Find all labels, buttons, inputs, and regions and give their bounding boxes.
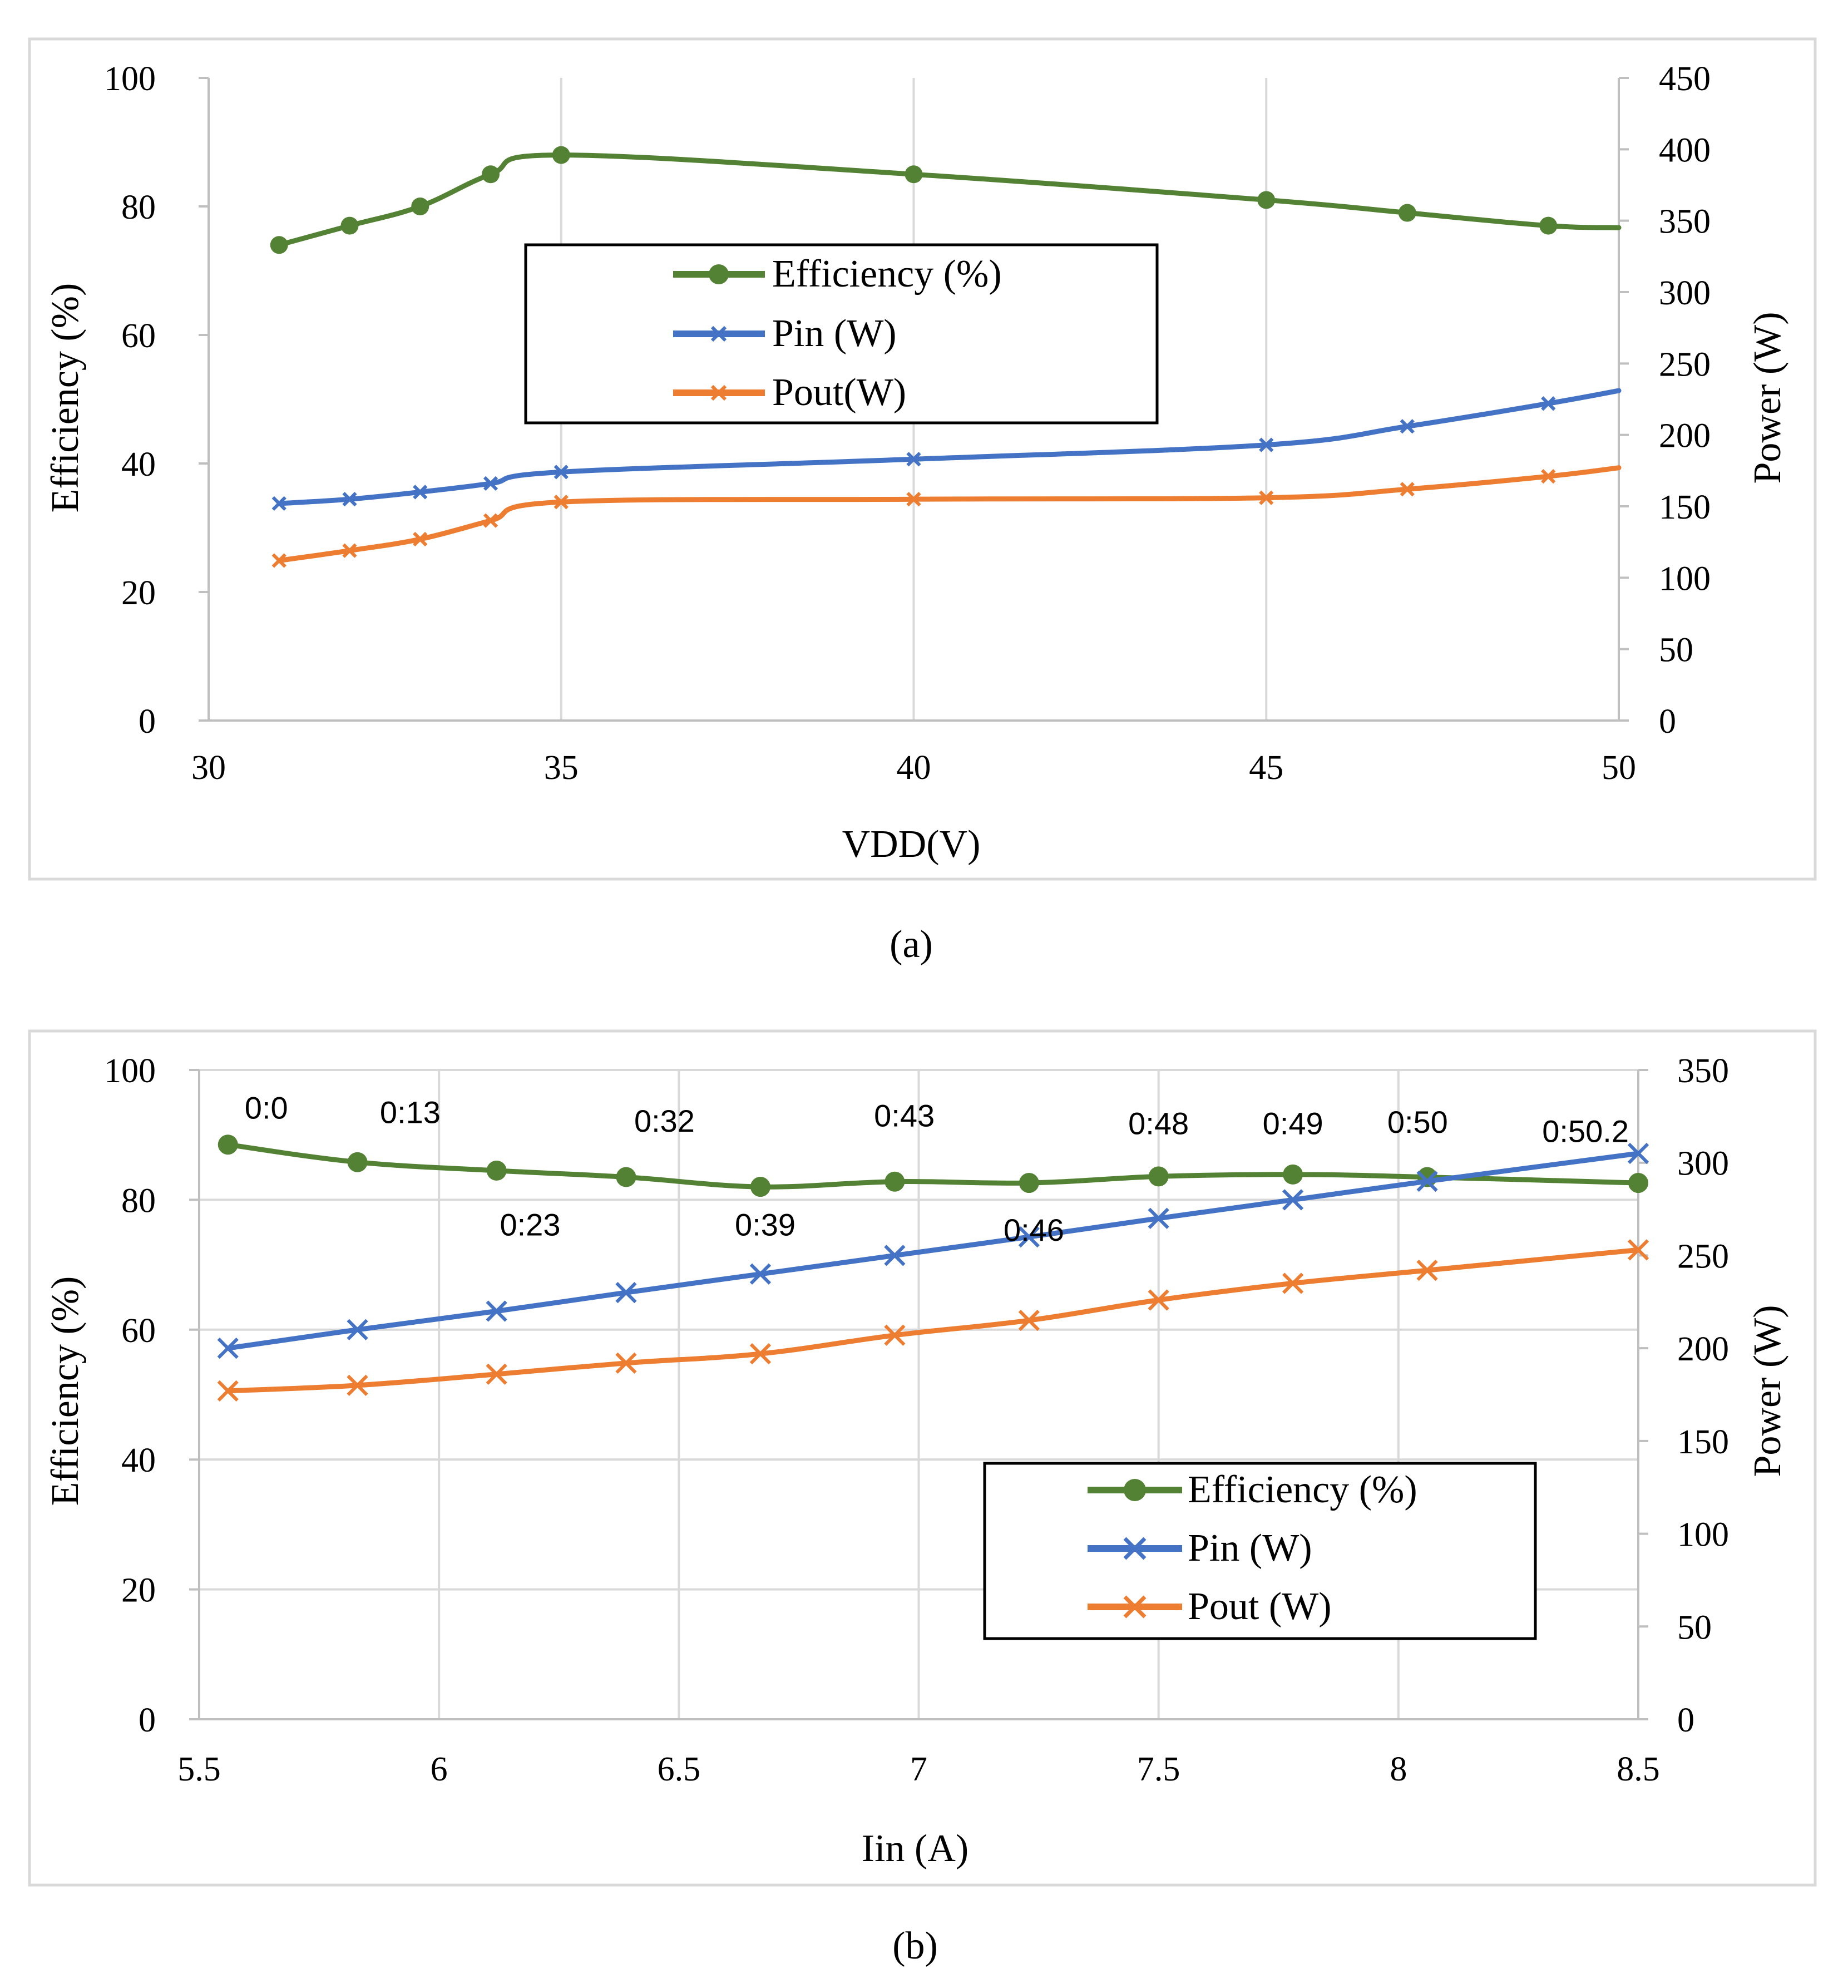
legend-b: Efficiency (%) Pin (W) Pout (W) bbox=[985, 1463, 1535, 1639]
data-label-b: 0:23 bbox=[500, 1207, 561, 1242]
legend-a: Efficiency (%) Pin (W) Pout(W) bbox=[526, 245, 1157, 423]
data-point-efficiency-a bbox=[552, 146, 570, 164]
data-point-efficiency-b bbox=[885, 1172, 905, 1192]
legend-marker-efficiency-b bbox=[1124, 1479, 1146, 1501]
y-right-tick-label-b: 0 bbox=[1677, 1701, 1694, 1739]
y-left-tick-label-a: 20 bbox=[121, 574, 156, 612]
y-right-tick-label-a: 400 bbox=[1659, 131, 1711, 169]
y-right-tick-label-a: 100 bbox=[1659, 560, 1711, 598]
y-left-tick-label-b: 60 bbox=[121, 1312, 156, 1350]
y-left-tick-label-a: 100 bbox=[104, 60, 156, 98]
data-point-efficiency-b bbox=[1019, 1173, 1039, 1193]
y-right-tick-label-a: 150 bbox=[1659, 489, 1711, 526]
y-right-tick-label-a: 0 bbox=[1659, 703, 1676, 741]
data-point-efficiency-b bbox=[750, 1177, 770, 1197]
y-left-tick-label-a: 60 bbox=[121, 317, 156, 355]
legend-label-efficiency-a: Efficiency (%) bbox=[772, 253, 1002, 295]
x-tick-label-a: 40 bbox=[897, 749, 931, 787]
x-tick-label-a: 50 bbox=[1602, 749, 1636, 787]
y-right-tick-label-b: 300 bbox=[1677, 1145, 1729, 1183]
data-point-efficiency-b bbox=[616, 1167, 636, 1187]
y-right-tick-label-b: 350 bbox=[1677, 1052, 1729, 1090]
legend-marker-efficiency-a bbox=[709, 264, 729, 284]
data-point-efficiency-a bbox=[341, 217, 359, 235]
y-right-tick-label-a: 350 bbox=[1659, 203, 1711, 241]
y-right-tick-label-a: 200 bbox=[1659, 417, 1711, 455]
legend-label-pout-b: Pout (W) bbox=[1188, 1585, 1332, 1628]
data-label-b: 0:50 bbox=[1387, 1104, 1448, 1139]
data-point-efficiency-a bbox=[905, 165, 923, 183]
y-right-tick-label-a: 300 bbox=[1659, 274, 1711, 312]
x-axis-title-b: Iin (A) bbox=[862, 1827, 969, 1870]
data-label-b: 0:0 bbox=[245, 1091, 288, 1126]
data-point-efficiency-b bbox=[487, 1161, 507, 1181]
data-label-b: 0:13 bbox=[380, 1095, 441, 1130]
data-point-efficiency-a bbox=[1539, 217, 1557, 235]
y-right-tick-label-a: 250 bbox=[1659, 346, 1711, 383]
caption-b: (b) bbox=[892, 1925, 938, 1967]
y-left-tick-label-b: 0 bbox=[139, 1701, 156, 1739]
legend-label-efficiency-b: Efficiency (%) bbox=[1188, 1468, 1417, 1511]
data-point-efficiency-b bbox=[1628, 1173, 1648, 1193]
x-tick-label-a: 35 bbox=[544, 749, 579, 787]
data-label-b: 0:32 bbox=[634, 1103, 695, 1138]
data-point-efficiency-b bbox=[1149, 1166, 1169, 1186]
y-left-tick-label-a: 0 bbox=[139, 703, 156, 741]
x-tick-label-b: 5.5 bbox=[177, 1750, 221, 1788]
data-point-efficiency-a bbox=[270, 236, 288, 254]
y-right-tick-label-b: 100 bbox=[1677, 1516, 1729, 1554]
x-tick-label-b: 6.5 bbox=[658, 1750, 701, 1788]
legend-label-pin-a: Pin (W) bbox=[772, 312, 897, 355]
legend-label-pin-b: Pin (W) bbox=[1188, 1527, 1312, 1570]
x-tick-label-b: 6 bbox=[431, 1750, 448, 1788]
x-tick-label-a: 30 bbox=[191, 749, 226, 787]
x-tick-label-b: 7 bbox=[910, 1750, 927, 1788]
y-left-tick-label-a: 40 bbox=[121, 446, 156, 484]
x-tick-label-b: 7.5 bbox=[1137, 1750, 1180, 1788]
y-axis-title-right-b: Power (W) bbox=[1746, 1305, 1789, 1477]
data-label-b: 0:46 bbox=[1004, 1212, 1064, 1247]
y-left-tick-label-b: 20 bbox=[121, 1572, 156, 1610]
legend-label-pout-a: Pout(W) bbox=[772, 371, 906, 414]
chart-panel-b: 0:0 0:13 0:23 0:32 0:39 0:43 0:46 0:48 0:49 0:50 0… bbox=[29, 1031, 1815, 1967]
data-point-efficiency-b bbox=[218, 1134, 238, 1155]
data-point-efficiency-a bbox=[1257, 191, 1275, 209]
data-point-efficiency-a bbox=[482, 165, 500, 183]
data-point-efficiency-a bbox=[1399, 204, 1416, 222]
y-left-tick-label-b: 80 bbox=[121, 1182, 156, 1220]
y-right-tick-label-b: 200 bbox=[1677, 1330, 1729, 1368]
data-label-b: 0:43 bbox=[874, 1098, 935, 1133]
y-axis-title-left-b: Efficiency (%) bbox=[44, 1276, 87, 1506]
x-tick-label-a: 45 bbox=[1249, 749, 1283, 787]
figure: 30 35 40 45 50020406080100050100150200250300… bbox=[0, 0, 1848, 1988]
data-label-b: 0:48 bbox=[1128, 1106, 1189, 1141]
y-right-tick-label-a: 450 bbox=[1659, 60, 1711, 98]
data-point-efficiency-a bbox=[411, 198, 429, 215]
caption-a: (a) bbox=[890, 923, 933, 966]
x-tick-label-b: 8 bbox=[1390, 1750, 1407, 1788]
data-label-b: 0:49 bbox=[1263, 1106, 1323, 1141]
data-point-efficiency-b bbox=[348, 1152, 368, 1172]
y-axis-title-left-a: Efficiency (%) bbox=[44, 283, 87, 513]
y-right-tick-label-b: 250 bbox=[1677, 1237, 1729, 1275]
y-right-tick-label-b: 150 bbox=[1677, 1423, 1729, 1461]
data-label-b: 0:39 bbox=[735, 1207, 795, 1242]
y-left-tick-label-b: 100 bbox=[104, 1052, 156, 1090]
y-axis-title-right-a: Power (W) bbox=[1746, 312, 1789, 484]
data-point-efficiency-b bbox=[1283, 1165, 1303, 1185]
x-tick-label-b: 8.5 bbox=[1617, 1750, 1660, 1788]
chart-panel-a: 30 35 40 45 50 0 20 40 60 80 100 0 50 100 150 200 250 300… bbox=[29, 39, 1815, 966]
y-right-tick-label-a: 50 bbox=[1659, 632, 1693, 669]
y-right-tick-label-b: 50 bbox=[1677, 1609, 1712, 1646]
y-left-tick-label-b: 40 bbox=[121, 1442, 156, 1479]
data-label-b: 0:50.2 bbox=[1542, 1114, 1629, 1149]
y-left-tick-label-a: 80 bbox=[121, 189, 156, 226]
x-axis-title-a: VDD(V) bbox=[842, 823, 981, 866]
